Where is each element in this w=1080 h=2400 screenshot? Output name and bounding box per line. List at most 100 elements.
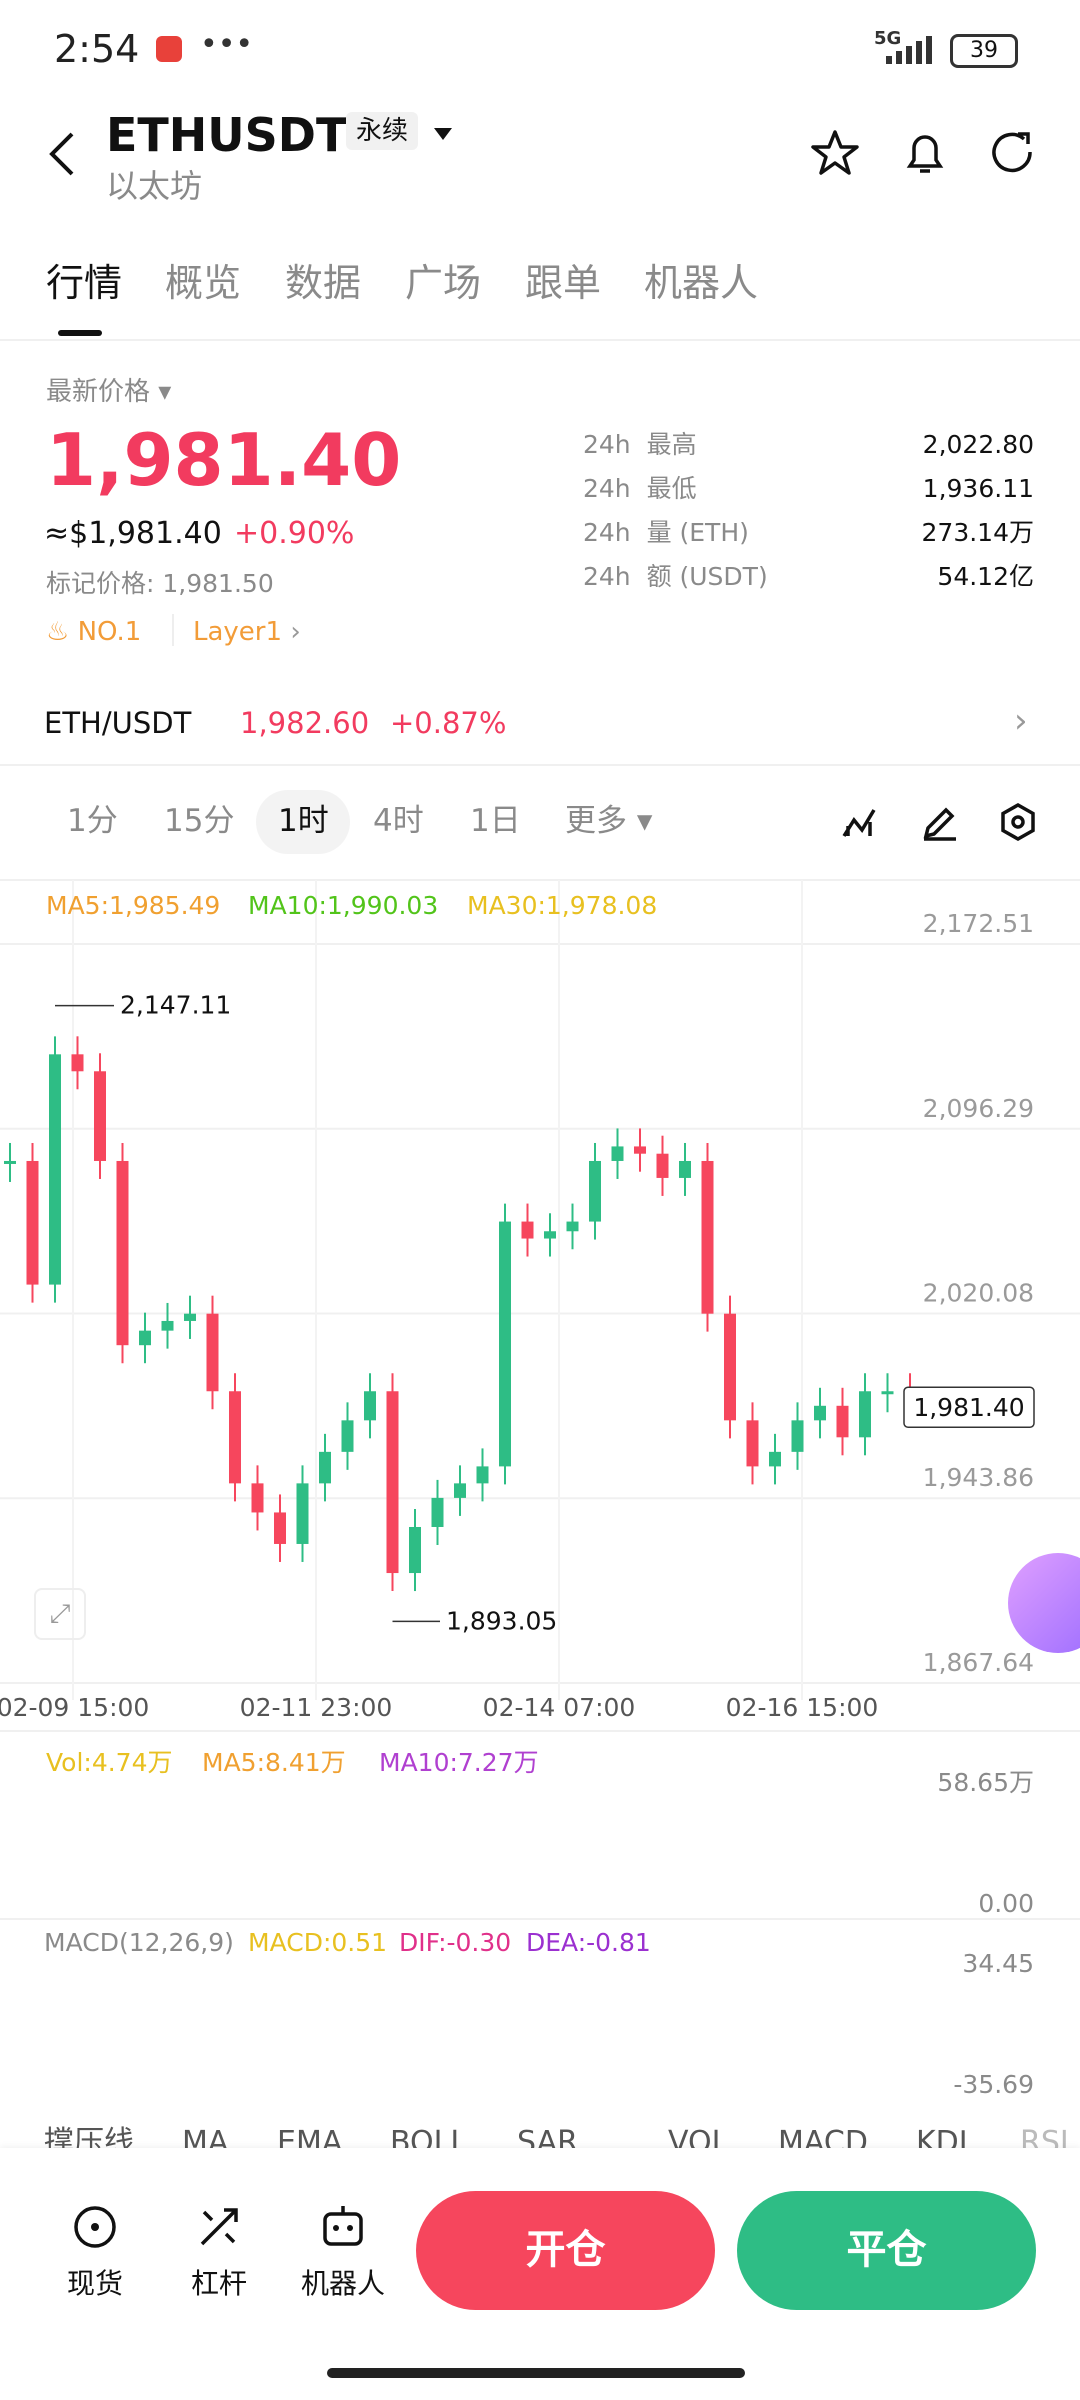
battery: 39 [950, 34, 1018, 68]
back-button[interactable] [44, 130, 80, 178]
close-button[interactable]: 平仓 [737, 2191, 1036, 2310]
stat-period: 24h [583, 518, 631, 547]
open-button[interactable]: 开仓 [416, 2191, 715, 2310]
macd-axis-label: 34.45 [962, 1949, 1034, 1978]
draw-icon[interactable] [920, 802, 960, 842]
candle [746, 1420, 759, 1467]
y-tick-label: 2,096.29 [923, 1094, 1034, 1123]
high-label: 2,147.11 [120, 991, 231, 1020]
candle [319, 1451, 331, 1484]
leverage-icon[interactable] [194, 2202, 244, 2252]
vol-axis-label: 58.65万 [937, 1768, 1034, 1797]
spot-icon[interactable] [70, 2202, 120, 2252]
stat-name: 量 (ETH) [646, 518, 749, 547]
nav-label[interactable]: 现货 [66, 2267, 124, 2300]
candle [589, 1160, 601, 1222]
approx-price: ≈$1,981.40 [44, 516, 222, 551]
candle [26, 1160, 39, 1285]
symbol: ETHUSDT [106, 108, 348, 162]
candle [634, 1146, 646, 1154]
nav-label[interactable]: 机器人 [300, 2267, 386, 2300]
interval[interactable]: 1分 [67, 803, 118, 839]
candle [49, 1054, 61, 1285]
candle [184, 1313, 196, 1321]
tab[interactable]: 机器人 [644, 261, 759, 305]
stat-name: 最高 [646, 430, 697, 459]
app-icon [156, 36, 182, 62]
mark-price: 标记价格: 1,981.50 [46, 571, 274, 596]
favorite-icon[interactable] [810, 128, 860, 178]
settings-icon[interactable] [998, 802, 1038, 842]
candle [229, 1391, 241, 1484]
share-icon[interactable] [988, 128, 1038, 178]
interval[interactable]: 1时 [278, 803, 329, 839]
low-label: 1,893.05 [446, 1606, 557, 1635]
x-tick-label: 02-14 07:00 [483, 1693, 636, 1722]
status-time: 2:54 [54, 27, 140, 71]
y-tick-label: 2,020.08 [923, 1278, 1034, 1307]
rank[interactable]: ♨ NO.1 [46, 617, 142, 647]
assistant-bubble[interactable] [1008, 1553, 1080, 1653]
tab-indicator [58, 330, 102, 336]
stat-name: 最低 [646, 474, 697, 503]
tab[interactable]: 广场 [405, 261, 482, 305]
interval[interactable]: 1日 [470, 803, 521, 839]
candle [94, 1071, 106, 1161]
candle [836, 1405, 849, 1438]
contract-badge[interactable]: 永续 [346, 112, 419, 150]
candle [769, 1451, 781, 1467]
candle [521, 1221, 534, 1239]
vol-axis-label: 0.00 [978, 1889, 1034, 1918]
price-change: +0.90% [234, 516, 355, 551]
candle [566, 1221, 579, 1232]
interval[interactable]: 15分 [164, 803, 235, 839]
candle [116, 1160, 129, 1346]
candle [341, 1420, 354, 1452]
y-tick-label: 1,867.64 [923, 1648, 1034, 1677]
stat-label: 24h 量 (ETH) [583, 520, 749, 545]
ma-legend: MA10:1,990.03 [248, 891, 439, 920]
candle [296, 1483, 309, 1544]
candle [679, 1160, 691, 1178]
candle [206, 1313, 219, 1392]
candle [499, 1221, 511, 1467]
candle [364, 1391, 376, 1421]
y-tick-label: 2,172.51 [923, 909, 1034, 938]
expand-button[interactable]: ⤢ [34, 1588, 86, 1640]
macd-axis-label: -35.69 [953, 2070, 1034, 2099]
dropdown-icon[interactable] [432, 126, 454, 142]
vol-legend: Vol:4.74万 [46, 1748, 173, 1777]
divider [0, 1918, 1080, 1920]
tab[interactable]: 跟单 [525, 261, 602, 305]
candle [881, 1391, 894, 1395]
tab[interactable]: 数据 [285, 261, 362, 305]
indicator-icon[interactable] [840, 802, 880, 842]
sector[interactable]: Layer1 › [193, 617, 301, 647]
nav-label[interactable]: 杠杆 [190, 2267, 248, 2300]
x-tick-label: 02-09 15:00 [0, 1693, 149, 1722]
macd-legend: MACD:0.51 [248, 1928, 388, 1957]
ma-legend: MA5:1,985.49 [46, 891, 221, 920]
price-label[interactable]: 最新价格 ▾ [46, 377, 172, 407]
divider [0, 339, 1080, 341]
chevron[interactable]: › [1014, 701, 1028, 741]
alert-icon[interactable] [900, 128, 950, 178]
tab[interactable]: 行情 [46, 261, 123, 305]
bot-icon[interactable] [318, 2202, 368, 2252]
vol-legend: MA10:7.27万 [379, 1748, 539, 1777]
spot-pair[interactable]: ETH/USDT [44, 706, 192, 740]
status-more: ••• [200, 27, 254, 62]
candle [161, 1320, 174, 1331]
candle [251, 1483, 264, 1513]
divider [172, 614, 174, 646]
interval[interactable]: 更多 ▾ [565, 803, 653, 839]
macd-legend: MACD(12,26,9) [44, 1928, 234, 1957]
tab[interactable]: 概览 [165, 261, 242, 305]
candle [4, 1160, 16, 1164]
ma-legend: MA30:1,978.08 [467, 891, 658, 920]
candle [476, 1466, 489, 1484]
candle [611, 1146, 624, 1161]
interval[interactable]: 4时 [373, 803, 424, 839]
